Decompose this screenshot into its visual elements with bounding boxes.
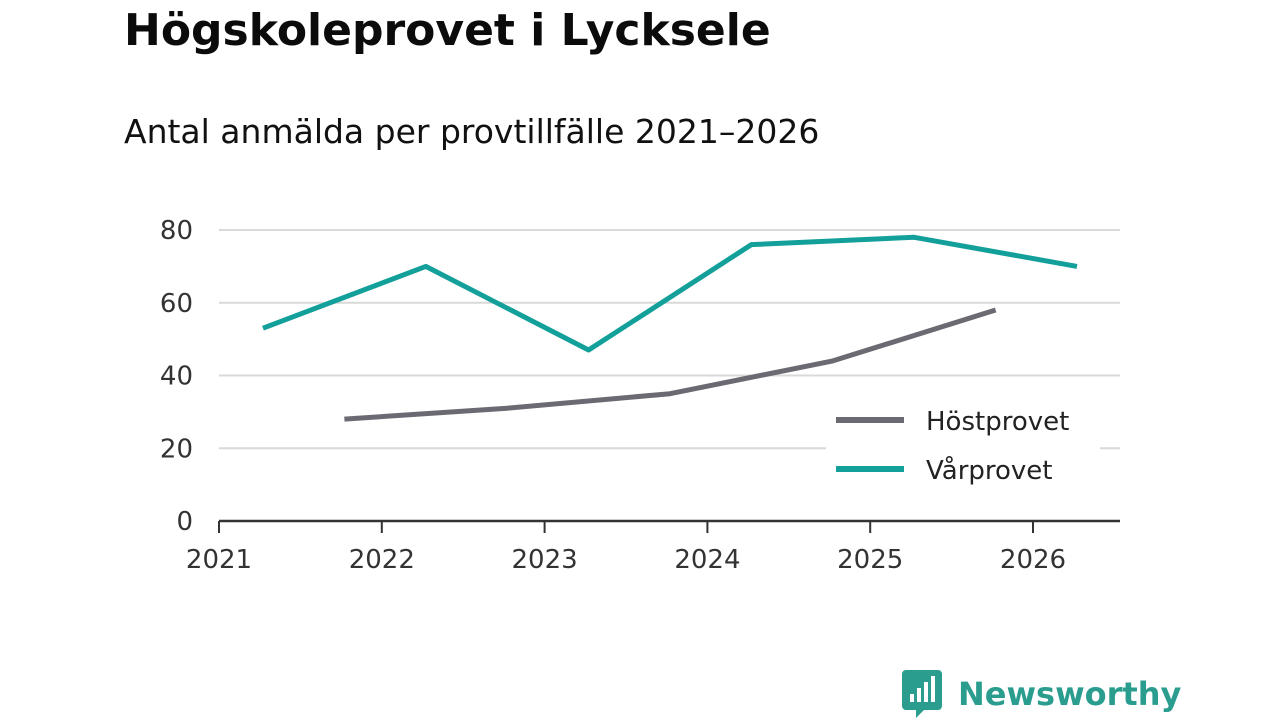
chart-subtitle: Antal anmälda per provtillfälle 2021–202… [124,112,820,151]
legend: Höstprovet Vårprovet [826,398,1100,498]
x-tick-label: 2021 [186,545,252,575]
y-tick-label: 40 [160,362,193,392]
brand-name: Newsworthy [958,675,1182,713]
axes: 0 20 40 60 80 2021 2022 2023 2024 2025 2026 [160,216,1120,575]
series-line-vårprovet [262,234,1078,353]
y-tick-label: 20 [160,434,193,464]
x-tick-label: 2023 [512,545,578,575]
newsworthy-logo: Newsworthy [902,670,1181,718]
x-tick-label: 2024 [674,545,740,575]
series-lines [262,234,1078,422]
x-tick-label: 2022 [349,545,415,575]
legend-label-höstprovet: Höstprovet [926,407,1069,437]
chart-title: Högskoleprovet i Lycksele [124,5,771,56]
y-tick-label: 60 [160,289,193,319]
bar-chart-speech-bubble-icon [902,670,942,718]
y-tick-label: 0 [176,507,193,537]
y-tick-label: 80 [160,216,193,246]
legend-label-vårprovet: Vårprovet [926,455,1053,486]
x-tick-label: 2025 [837,545,903,575]
legend-background [826,398,1100,498]
x-tick-label: 2026 [1000,545,1066,575]
